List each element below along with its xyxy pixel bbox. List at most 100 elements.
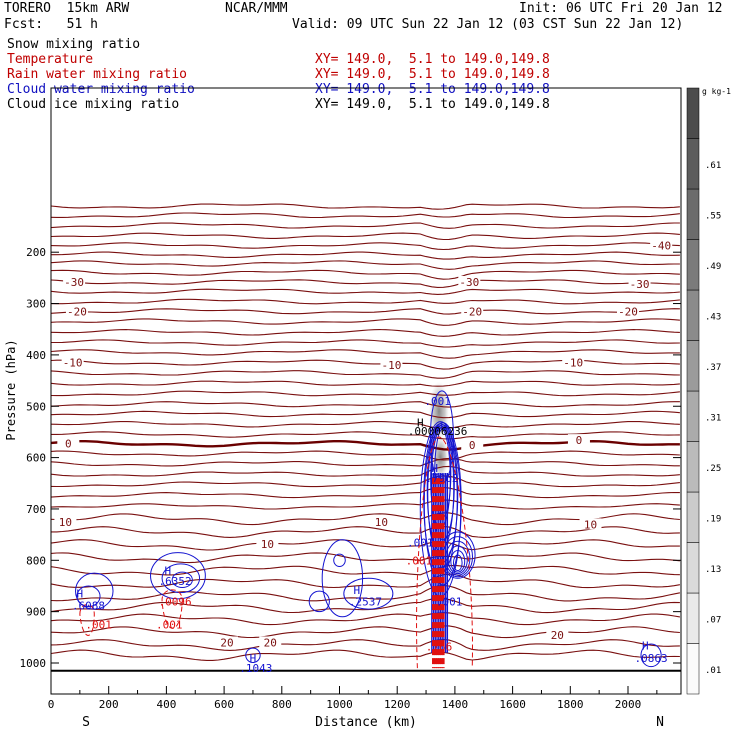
cloud-south-b [76, 585, 101, 608]
cloud-north [640, 643, 662, 668]
field-cloudice-label: Cloud ice mixing ratio [7, 97, 180, 112]
forecast-hour: Fcst: 51 h [4, 17, 98, 32]
y-tick-label-900: 900 [26, 606, 46, 619]
colorbar-bin-0 [686, 643, 700, 695]
maximum-label-17: .2537 [349, 595, 382, 608]
cloud-mid-d [343, 577, 394, 610]
maximum-label-20: H [642, 640, 649, 653]
colorbar-bin-5 [686, 390, 700, 442]
maximum-label-15: .001 [156, 618, 183, 631]
colorbar-unit: g kg-1 [702, 87, 731, 96]
temperature-labels: -40 -30 -30 -30 -20 -20 -20 -10 -10 -10 0 0 0 10 10 10 1… [54, 239, 673, 649]
y-axis-label: Pressure (hPa) [4, 339, 18, 440]
field-rain-xy: XY= 149.0, 5.1 to 149.0,149.8 [315, 67, 550, 82]
colorbar-bin-8 [686, 239, 700, 291]
temp-label-1: -30 [64, 276, 84, 289]
rain-south-a [79, 604, 95, 636]
isotherm-187 [51, 242, 680, 251]
isotherm-820 [51, 564, 680, 576]
x-tick-label-400: 400 [156, 698, 176, 711]
temp-label-4: -20 [67, 305, 87, 318]
temp-label-bg-2 [458, 275, 481, 287]
isotherm-892 [51, 597, 680, 614]
cloud-south-c [150, 552, 206, 600]
colorbar-label-2: .13 [705, 565, 721, 575]
plot-frame [50, 87, 682, 695]
maxima-labels: H.001.00006236H.7962.001.001.001.766H.60… [72, 395, 668, 675]
field-cloudwater-xy: XY= 149.0, 5.1 to 149.0,149.8 [315, 82, 550, 97]
colorbar: .01 .07 .13 .19 .25 .31 .37 .43 .49 .55 .61 g kg-1 [686, 87, 731, 695]
colorbar-bin-7 [686, 289, 700, 341]
y-tick-label-200: 200 [26, 246, 46, 259]
colorbar-label-5: .31 [705, 413, 721, 423]
temp-label-bg-8 [562, 356, 585, 368]
cloud-low-a [245, 647, 261, 663]
maximum-label-12: H [165, 565, 172, 578]
cloud-south-a [75, 572, 114, 610]
isotherm-870 [51, 584, 681, 602]
colorbar-label-4: .25 [705, 464, 721, 474]
temp-label-bg-3 [628, 278, 651, 290]
colorbar-bin-4 [686, 441, 700, 493]
center-title: NCAR/MMM [225, 1, 288, 16]
temp-label-19: 20 [551, 629, 564, 642]
isotherm-845 [51, 573, 680, 589]
maximum-label-19: .1043 [239, 662, 272, 675]
temp-label-bg-6 [617, 305, 639, 317]
maximum-label-0: H [417, 417, 424, 430]
colorbar-bin-2 [686, 542, 700, 594]
temp-label-0: -40 [651, 240, 671, 253]
cloud-south-e [171, 571, 193, 589]
temp-label-bg-16 [579, 518, 602, 530]
maximum-label-9: H [77, 588, 84, 601]
x-tick-label-2000: 2000 [615, 698, 642, 711]
isotherm-455 [51, 380, 680, 387]
maximum-label-1: .001 [424, 395, 451, 408]
x-tick-label-1600: 1600 [499, 698, 526, 711]
field-rain-label: Rain water mixing ratio [7, 67, 188, 82]
maximum-label-16: H [353, 584, 360, 597]
maximum-label-18: H [250, 652, 257, 665]
x-tick-label-1200: 1200 [384, 698, 411, 711]
colorbar-bin-1 [686, 592, 700, 644]
x-tick-label-600: 600 [214, 698, 234, 711]
temp-label-5: -20 [462, 305, 482, 318]
anvil-cloud-contour-5 [452, 554, 463, 572]
y-tick-label-400: 400 [26, 349, 46, 362]
temp-label-bg-12 [567, 434, 590, 446]
maximum-label-6: .001 [406, 554, 433, 567]
isotherm-148 [51, 222, 680, 229]
temp-label-14: 10 [375, 516, 388, 529]
valid-time: Valid: 09 UTC Sun 22 Jan 12 (03 CST Sun … [292, 17, 684, 32]
temp-label-18: 20 [264, 636, 277, 649]
isotherm-296 [51, 298, 680, 305]
colorbar-bin-9 [686, 188, 700, 240]
colorbar-label-10: .61 [705, 161, 721, 171]
isotherm-915 [51, 612, 680, 626]
colorbar-label-6: .37 [705, 363, 721, 373]
isotherm-475 [51, 390, 680, 397]
isotherm-770 [51, 539, 680, 551]
isotherm-720 [51, 512, 680, 526]
x-tick-label-800: 800 [272, 698, 292, 711]
maximum-label-3: H [431, 462, 438, 475]
field-snow-label: Snow mixing ratio [7, 37, 141, 52]
temp-label-bg-5 [461, 305, 484, 317]
colorbar-bin-3 [686, 491, 700, 543]
isotherm-128 [51, 212, 680, 219]
maximum-label-7: .001 [436, 595, 463, 608]
x-tick-label-1400: 1400 [442, 698, 469, 711]
field-cloudice-xy: XY= 149.0, 5.1 to 149.0,149.8 [315, 97, 550, 112]
isotherm-612 [51, 457, 680, 467]
isotherm-632 [51, 465, 680, 477]
temp-label-bg-11 [461, 438, 484, 450]
field-cloudwater-label: Cloud water mixing ratio [7, 82, 195, 97]
isotherm-795 [51, 552, 680, 564]
model-title: TORERO 15km ARW [4, 1, 130, 16]
anvil-cloud-contour-3 [447, 545, 468, 575]
cloud-mid-c [308, 590, 330, 613]
isotherm-673 [51, 486, 680, 499]
rain-outer-contour [416, 436, 473, 669]
temp-label-bg-14 [370, 515, 393, 527]
temp-label-11: 0 [469, 439, 476, 452]
